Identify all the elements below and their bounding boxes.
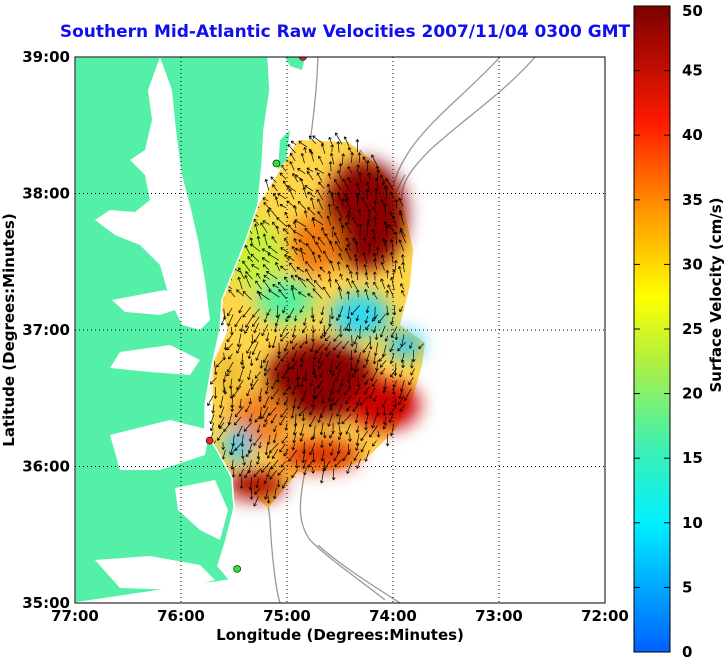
land-islands (278, 57, 305, 170)
station-marker (205, 436, 214, 445)
x-tick-label: 74:00 (369, 607, 417, 625)
grid-lines (75, 57, 605, 603)
x-tick-label: 76:00 (157, 607, 205, 625)
y-tick-label: 37:00 (22, 321, 70, 339)
y-tick-label: 38:00 (22, 185, 70, 203)
y-tick-label: 36:00 (22, 458, 70, 476)
station-marker (299, 57, 307, 61)
station-marker (272, 159, 281, 168)
plot-frame (74, 56, 606, 604)
y-tick-label: 35:00 (22, 594, 70, 612)
x-tick-label: 73:00 (475, 607, 523, 625)
x-tick-label: 77:00 (51, 607, 99, 625)
x-axis-label: Longitude (Degrees:Minutes) (216, 626, 464, 644)
station-marker (233, 565, 241, 573)
map-title: Southern Mid-Atlantic Raw Velocities 200… (59, 22, 631, 42)
y-tick-label: 39:00 (22, 48, 70, 66)
y-axis-label: Latitude (Degrees:Minutes) (0, 213, 18, 446)
x-tick-label: 75:00 (263, 607, 311, 625)
velocity-field (207, 132, 425, 508)
radar-stations (205, 57, 307, 573)
x-tick-label: 72:00 (581, 607, 629, 625)
